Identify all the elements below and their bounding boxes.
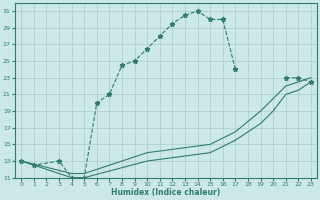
X-axis label: Humidex (Indice chaleur): Humidex (Indice chaleur) — [111, 188, 221, 197]
